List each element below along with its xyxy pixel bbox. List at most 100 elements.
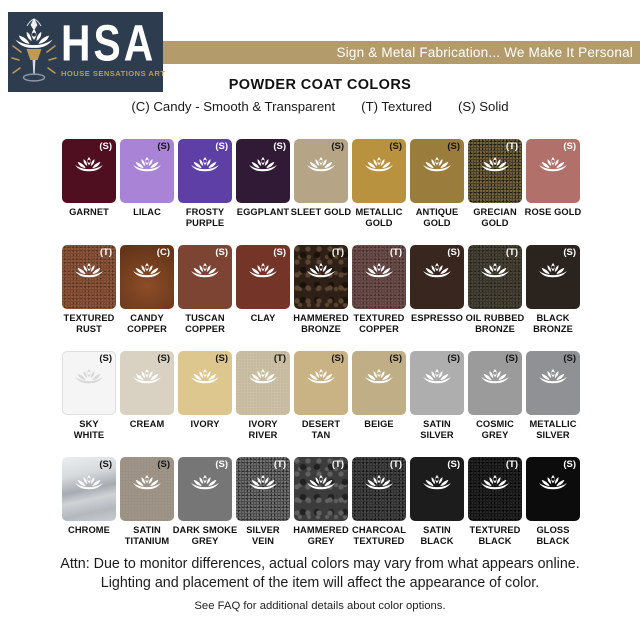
lotus-icon <box>132 262 162 279</box>
swatch-cell-charcoal-textured: (T) CHARCOAL TEXTURED <box>352 457 406 563</box>
legend-textured: (T) Textured <box>361 99 433 114</box>
swatch-cell-satin-black: (S) SATIN BLACK <box>410 457 464 563</box>
color-name: GRECIAN GOLD <box>473 207 517 228</box>
lotus-icon <box>480 474 510 491</box>
finish-code: (S) <box>215 459 228 470</box>
swatch-cell-chrome: (S) CHROME <box>62 457 116 563</box>
finish-code: (S) <box>447 459 460 470</box>
lotus-icon <box>74 156 104 173</box>
finish-code: (T) <box>331 247 344 258</box>
swatch-cell-dark-smoke-grey: (S) DARK SMOKE GREY <box>173 457 237 563</box>
lotus-icon <box>422 156 452 173</box>
lotus-icon <box>306 156 336 173</box>
color-name: IVORY <box>190 419 220 429</box>
color-name: IVORY RIVER <box>248 419 278 440</box>
lotus-icon <box>248 262 278 279</box>
color-swatch: (T) <box>236 457 290 521</box>
finish-code: (T) <box>273 353 286 364</box>
color-name: TUSCAN COPPER <box>185 313 225 334</box>
finish-code: (S) <box>273 141 286 152</box>
finish-code: (S) <box>505 353 518 364</box>
lotus-icon <box>364 368 394 385</box>
lotus-icon <box>538 474 568 491</box>
lotus-icon <box>248 368 278 385</box>
tagline-banner: Sign & Metal Fabrication... We Make It P… <box>163 41 640 64</box>
finish-code: (S) <box>447 141 460 152</box>
finish-code: (S) <box>563 247 576 258</box>
color-swatch: (S) <box>178 351 232 415</box>
lotus-icon <box>422 262 452 279</box>
finish-code: (S) <box>563 353 576 364</box>
lotus-icon <box>538 368 568 385</box>
color-name: TEXTURED COPPER <box>353 313 405 334</box>
lotus-icon <box>364 474 394 491</box>
finish-code: (S) <box>215 247 228 258</box>
finish-code: (S) <box>157 459 170 470</box>
color-name: EGGPLANT <box>236 207 290 217</box>
color-name: FROSTY PURPLE <box>185 207 225 228</box>
color-swatch: (S) <box>62 139 116 203</box>
color-swatch: (S) <box>526 351 580 415</box>
finish-code: (S) <box>563 141 576 152</box>
swatch-grid: (S) GARNET (S) LILAC (S) FROSTY PURPLE (S) EGGP… <box>62 139 581 563</box>
lotus-icon <box>538 156 568 173</box>
swatch-cell-satin-titanium: (S) SATIN TITANIUM <box>120 457 174 563</box>
swatch-cell-espresso: (S) ESPRESSO <box>410 245 464 351</box>
color-name: ESPRESSO <box>411 313 463 323</box>
color-name: METALLIC GOLD <box>355 207 403 228</box>
lotus-icon <box>132 368 162 385</box>
color-swatch: (S) <box>410 351 464 415</box>
finish-code: (T) <box>331 459 344 470</box>
color-swatch: (T) <box>352 457 406 521</box>
color-name: BLACK BRONZE <box>533 313 573 334</box>
color-swatch: (T) <box>294 457 348 521</box>
color-swatch: (T) <box>352 245 406 309</box>
lotus-icon <box>306 262 336 279</box>
color-name: CANDY COPPER <box>127 313 167 334</box>
finish-code: (S) <box>99 141 112 152</box>
swatch-cell-textured-rust: (T) TEXTURED RUST <box>62 245 116 351</box>
color-swatch: (S) <box>352 139 406 203</box>
lotus-icon <box>74 474 104 491</box>
color-name: ROSE GOLD <box>524 207 582 217</box>
lotus-icon <box>480 368 510 385</box>
color-name: SILVER VEIN <box>246 525 280 546</box>
color-swatch: (S) <box>468 351 522 415</box>
swatch-cell-desert-tan: (S) DESERT TAN <box>294 351 348 457</box>
color-swatch: (C) <box>120 245 174 309</box>
color-swatch: (T) <box>236 351 290 415</box>
finish-code: (T) <box>99 247 112 258</box>
finish-code: (S) <box>331 353 344 364</box>
color-swatch: (S) <box>526 245 580 309</box>
finish-code: (S) <box>99 353 112 364</box>
color-swatch: (S) <box>236 245 290 309</box>
color-swatch: (S) <box>236 139 290 203</box>
page-title: POWDER COAT COLORS <box>228 77 412 93</box>
color-name: METALLIC SILVER <box>529 419 577 440</box>
lotus-icon <box>248 474 278 491</box>
color-swatch: (S) <box>62 457 116 521</box>
color-swatch: (S) <box>526 457 580 521</box>
swatch-cell-black-bronze: (S) BLACK BRONZE <box>526 245 580 351</box>
lotus-icon <box>132 474 162 491</box>
faq-note: See FAQ for additional details about col… <box>194 600 446 612</box>
lotus-icon <box>190 262 220 279</box>
finish-code: (T) <box>505 459 518 470</box>
color-name: LILAC <box>133 207 161 217</box>
swatch-cell-eggplant: (S) EGGPLANT <box>236 139 290 245</box>
finish-code: (S) <box>273 247 286 258</box>
color-name: TEXTURED BLACK <box>469 525 521 546</box>
swatch-cell-antique-gold: (S) ANTIQUE GOLD <box>410 139 464 245</box>
swatch-cell-satin-silver: (S) SATIN SILVER <box>410 351 464 457</box>
color-name: CREAM <box>129 419 165 429</box>
logo-name: HOUSE SENSATIONS ART <box>61 69 166 78</box>
color-name: GLOSS BLACK <box>536 525 570 546</box>
color-swatch: (T) <box>468 139 522 203</box>
color-name: CHROME <box>68 525 110 535</box>
color-swatch: (S) <box>120 457 174 521</box>
color-swatch: (S) <box>294 139 348 203</box>
color-name: OIL RUBBED BRONZE <box>465 313 525 334</box>
lotus-icon <box>480 156 510 173</box>
swatch-cell-candy-copper: (C) CANDY COPPER <box>120 245 174 351</box>
